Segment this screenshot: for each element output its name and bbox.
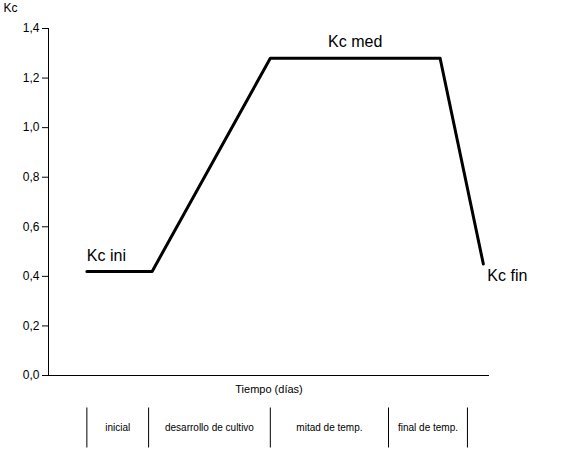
svg-text:desarrollo de cultivo: desarrollo de cultivo [165, 422, 254, 433]
svg-text:Kc med: Kc med [328, 33, 382, 50]
svg-text:1,4: 1,4 [23, 21, 40, 35]
svg-text:0,4: 0,4 [23, 269, 40, 283]
svg-text:Kc ini: Kc ini [87, 247, 126, 264]
svg-text:0,8: 0,8 [23, 170, 40, 184]
svg-text:Tiempo (días): Tiempo (días) [235, 383, 302, 395]
svg-text:0,0: 0,0 [23, 368, 40, 382]
svg-text:mitad de temp.: mitad de temp. [296, 422, 362, 433]
svg-text:Kc fin: Kc fin [487, 267, 527, 284]
svg-text:0,2: 0,2 [23, 319, 40, 333]
svg-text:1,0: 1,0 [23, 120, 40, 134]
svg-text:inicial: inicial [105, 422, 130, 433]
svg-text:final de temp.: final de temp. [398, 422, 458, 433]
svg-text:0,6: 0,6 [23, 220, 40, 234]
svg-text:1,2: 1,2 [23, 71, 40, 85]
svg-text:Kc: Kc [4, 1, 18, 15]
